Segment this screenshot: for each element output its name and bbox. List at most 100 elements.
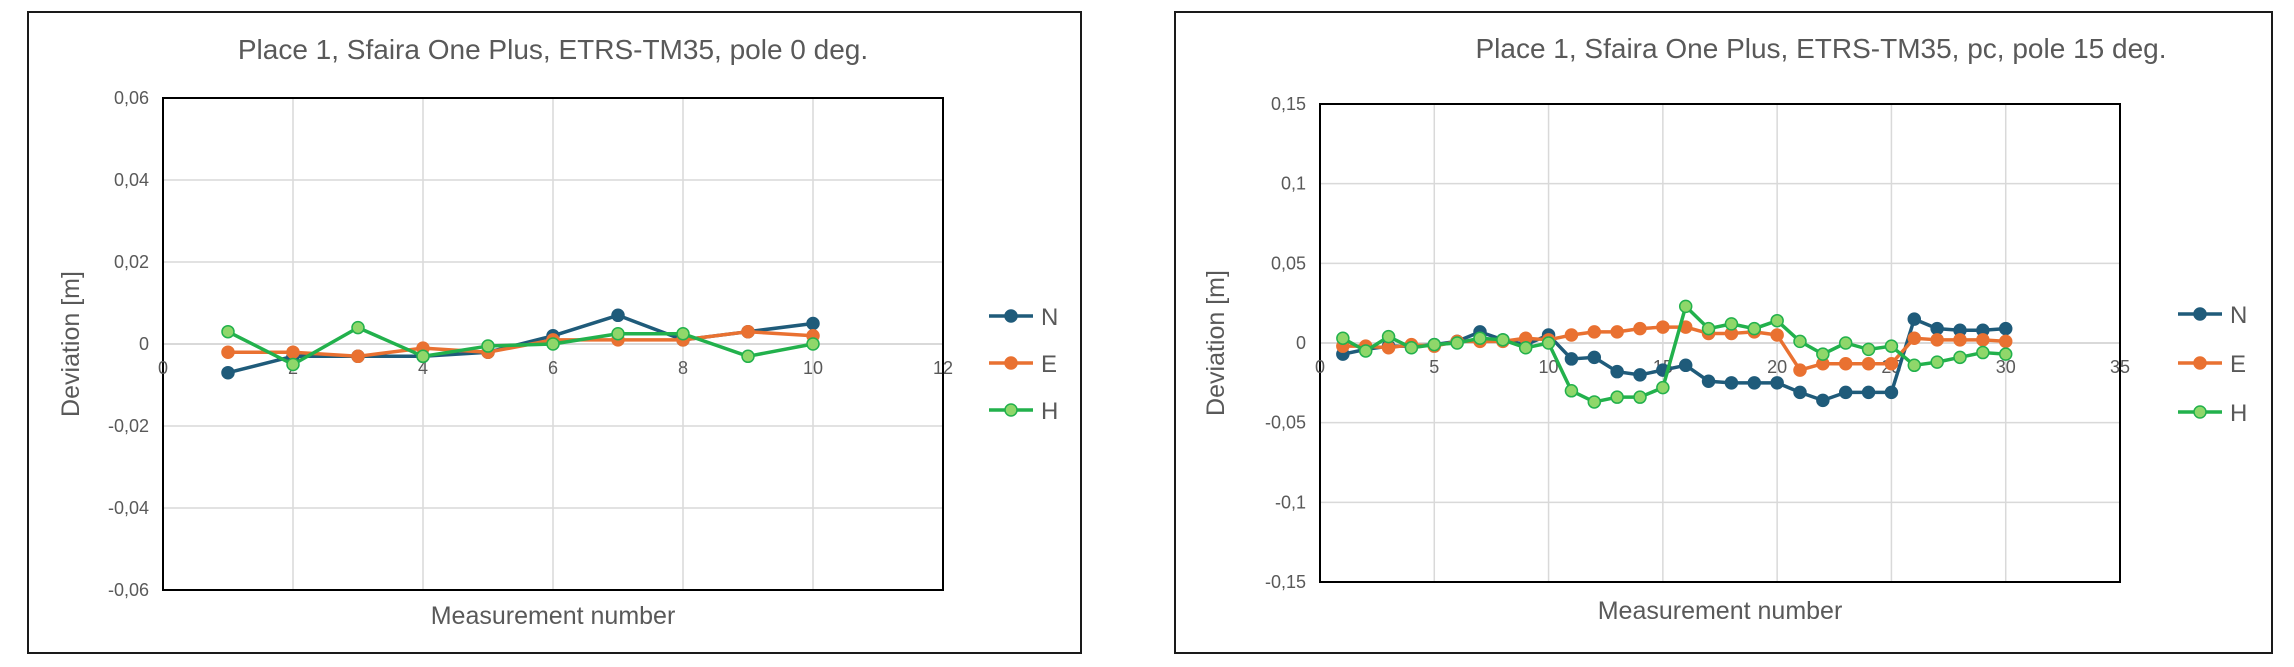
data-point-h bbox=[741, 349, 755, 364]
data-point-n bbox=[1678, 358, 1693, 373]
series-h bbox=[1336, 299, 2013, 409]
data-point-h bbox=[1587, 395, 1602, 409]
legend-label-h: H bbox=[2230, 400, 2247, 427]
x-axis-title: Measurement number bbox=[1598, 597, 1843, 625]
x-tick-label: 35 bbox=[2110, 357, 2130, 377]
data-point-h bbox=[676, 327, 690, 341]
data-point-h bbox=[1998, 347, 2013, 361]
data-point-h bbox=[1518, 341, 1533, 355]
y-tick-label: 0,02 bbox=[114, 252, 149, 272]
y-axis-title: Deviation [m] bbox=[1202, 270, 1230, 416]
x-tick-label: 30 bbox=[1996, 357, 2016, 377]
data-point-h bbox=[1816, 347, 1830, 361]
series-e bbox=[1336, 320, 2013, 377]
legend-marker-n bbox=[1004, 309, 1018, 323]
x-axis-title: Measurement number bbox=[431, 602, 676, 630]
legend-marker-h bbox=[2193, 405, 2207, 419]
data-point-h bbox=[1724, 317, 1739, 331]
data-point-h bbox=[611, 327, 625, 341]
data-point-e bbox=[1633, 321, 1647, 336]
legend-label-e: E bbox=[2230, 351, 2246, 378]
data-point-h bbox=[1427, 337, 1442, 352]
data-point-n bbox=[1930, 321, 1944, 336]
data-point-h bbox=[1541, 336, 1556, 350]
data-point-h bbox=[1747, 321, 1762, 336]
data-point-n bbox=[1816, 393, 1830, 408]
y-tick-label: 0 bbox=[139, 334, 149, 354]
data-point-e bbox=[1770, 328, 1784, 342]
legend-label-n: N bbox=[2230, 302, 2247, 329]
y-tick-label: 0,05 bbox=[1271, 253, 1306, 273]
data-point-h bbox=[481, 339, 495, 353]
x-tick-label: 12 bbox=[933, 358, 953, 378]
data-point-e bbox=[1381, 341, 1396, 355]
data-point-e bbox=[1976, 333, 1990, 347]
data-point-h bbox=[1770, 313, 1784, 328]
data-point-h bbox=[1358, 344, 1373, 358]
data-point-n bbox=[1564, 352, 1579, 366]
data-point-e bbox=[1884, 356, 1899, 371]
y-tick-label: -0,02 bbox=[108, 416, 149, 436]
data-point-e bbox=[221, 345, 235, 359]
data-point-h bbox=[1656, 380, 1670, 395]
chart-right-svg: -0,15-0,1-0,0500,050,10,1505101520253035… bbox=[1202, 33, 2247, 625]
data-point-n bbox=[1907, 312, 1922, 326]
y-tick-label: 0,06 bbox=[114, 88, 149, 108]
data-point-h bbox=[221, 324, 235, 339]
data-point-h bbox=[1861, 342, 1876, 357]
data-point-h bbox=[1404, 341, 1419, 355]
data-point-e bbox=[1656, 320, 1670, 334]
data-point-h bbox=[1678, 299, 1693, 314]
data-point-h bbox=[1450, 336, 1464, 350]
x-tick-label: 10 bbox=[803, 358, 823, 378]
data-point-e bbox=[1838, 356, 1853, 371]
data-point-n bbox=[1793, 385, 1807, 400]
legend-label-e: E bbox=[1041, 351, 1057, 378]
data-point-h bbox=[1633, 390, 1647, 404]
chart-panel-right: -0,15-0,1-0,0500,050,10,1505101520253035… bbox=[1174, 11, 2273, 654]
data-point-e bbox=[1907, 331, 1922, 345]
data-point-h bbox=[1381, 329, 1396, 344]
plot-frame bbox=[1319, 103, 2121, 583]
data-point-h bbox=[1930, 355, 1944, 369]
y-tick-label: -0,15 bbox=[1265, 572, 1306, 592]
legend-marker-h bbox=[1004, 403, 1018, 417]
data-point-n bbox=[221, 365, 235, 380]
y-tick-label: -0,1 bbox=[1275, 492, 1306, 512]
data-point-n bbox=[1633, 368, 1647, 382]
data-point-e bbox=[286, 345, 300, 359]
chart-panel-left: -0,06-0,04-0,0200,020,040,06024681012Pla… bbox=[27, 11, 1082, 654]
x-tick-label: 20 bbox=[1767, 357, 1787, 377]
data-point-n bbox=[806, 316, 820, 331]
data-point-h bbox=[1701, 321, 1716, 336]
y-tick-label: 0,1 bbox=[1281, 174, 1306, 194]
data-point-h bbox=[1793, 334, 1807, 349]
x-tick-label: 0 bbox=[158, 358, 168, 378]
data-point-h bbox=[1884, 339, 1899, 353]
data-point-h bbox=[286, 357, 300, 372]
data-point-h bbox=[1564, 384, 1579, 398]
data-point-e bbox=[1793, 363, 1807, 377]
data-point-h bbox=[1953, 350, 1967, 365]
data-point-n bbox=[1770, 376, 1784, 390]
x-tick-label: 0 bbox=[1315, 357, 1325, 377]
data-point-n bbox=[1861, 385, 1876, 400]
data-point-e bbox=[1610, 325, 1624, 339]
y-tick-label: -0,04 bbox=[108, 498, 149, 518]
data-point-n bbox=[1610, 364, 1624, 379]
data-point-e bbox=[741, 324, 755, 339]
data-point-n bbox=[1701, 374, 1716, 388]
data-point-h bbox=[1336, 331, 1350, 345]
legend-marker-n bbox=[2193, 307, 2207, 321]
data-point-n bbox=[1587, 350, 1602, 365]
legend-marker-e bbox=[2193, 356, 2207, 370]
y-tick-label: -0,06 bbox=[108, 580, 149, 600]
data-point-e bbox=[351, 349, 365, 364]
data-point-e bbox=[1953, 333, 1967, 347]
y-tick-label: -0,05 bbox=[1265, 413, 1306, 433]
legend-label-h: H bbox=[1041, 398, 1058, 425]
data-point-n bbox=[1747, 376, 1762, 390]
y-tick-label: 0,15 bbox=[1271, 94, 1306, 114]
data-point-h bbox=[351, 320, 365, 335]
chart-title: Place 1, Sfaira One Plus, ETRS-TM35, pc,… bbox=[1475, 33, 2166, 64]
